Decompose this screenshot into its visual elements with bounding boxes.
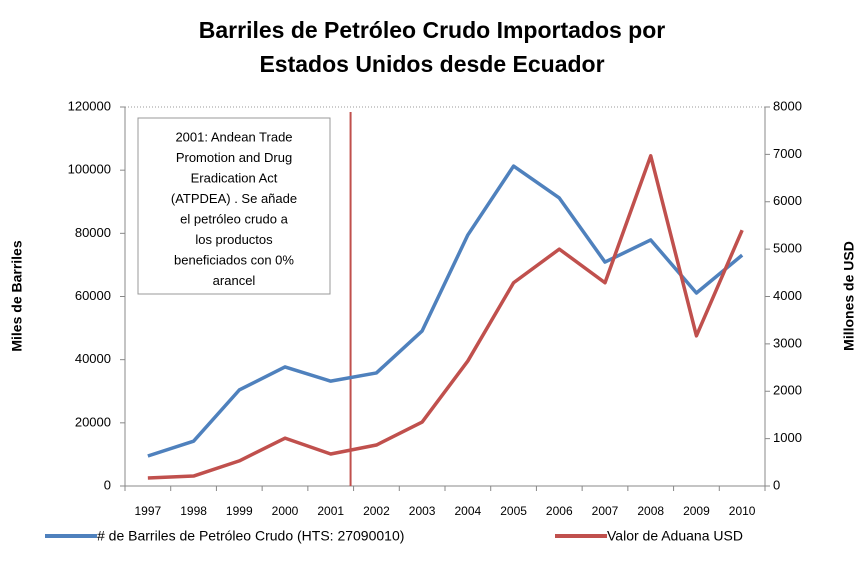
y2-tick-label: 7000	[773, 146, 802, 161]
chart-title: Barriles de Petróleo Crudo Importados po…	[199, 17, 666, 43]
y-tick-label: 80000	[75, 225, 111, 240]
legend-label: # de Barriles de Petróleo Crudo (HTS: 27…	[97, 528, 404, 544]
annotation-text: 2001: Andean Trade	[175, 129, 292, 144]
annotation-text: (ATPDEA) . Se añade	[171, 191, 297, 206]
y2-tick-label: 4000	[773, 288, 802, 303]
legend-label: Valor de Aduana USD	[607, 528, 743, 544]
y2-tick-label: 3000	[773, 335, 802, 350]
x-tick-label: 2000	[272, 504, 299, 518]
y2-tick-label: 5000	[773, 241, 802, 256]
y2-tick-label: 6000	[773, 193, 802, 208]
annotation-text: Promotion and Drug	[176, 150, 292, 165]
y2-tick-label: 1000	[773, 430, 802, 445]
x-tick-label: 2001	[317, 504, 344, 518]
x-tick-label: 2004	[455, 504, 482, 518]
y-axis-label: Miles de Barriles	[9, 240, 25, 351]
y-tick-label: 120000	[68, 98, 111, 113]
x-tick-label: 2008	[637, 504, 664, 518]
x-tick-label: 2005	[500, 504, 527, 518]
y2-axis-label: Millones de USD	[841, 241, 857, 351]
data-line	[147, 164, 744, 458]
x-tick-label: 1997	[135, 504, 162, 518]
annotation-text: el petróleo crudo a	[180, 211, 288, 226]
y2-tick-label: 2000	[773, 383, 802, 398]
data-line	[147, 154, 744, 480]
x-tick-label: 2010	[729, 504, 756, 518]
chart-title: Estados Unidos desde Ecuador	[259, 51, 604, 77]
y-tick-label: 0	[104, 477, 111, 492]
x-tick-label: 2003	[409, 504, 436, 518]
x-tick-label: 1998	[180, 504, 207, 518]
y2-tick-label: 8000	[773, 98, 802, 113]
annotation-text: Eradication Act	[191, 170, 278, 185]
annotation-text: beneficiados con 0%	[174, 252, 294, 267]
x-tick-label: 2006	[546, 504, 573, 518]
annotation-text: los productos	[195, 232, 273, 247]
y-tick-label: 100000	[68, 162, 111, 177]
y-tick-label: 20000	[75, 414, 111, 429]
annotation-box	[137, 117, 331, 295]
y2-tick-label: 0	[773, 477, 780, 492]
y-tick-label: 60000	[75, 288, 111, 303]
annotation-text: arancel	[213, 273, 256, 288]
y-tick-label: 40000	[75, 351, 111, 366]
x-tick-label: 2002	[363, 504, 390, 518]
x-tick-label: 2007	[592, 504, 619, 518]
x-tick-label: 2009	[683, 504, 710, 518]
x-tick-label: 1999	[226, 504, 253, 518]
